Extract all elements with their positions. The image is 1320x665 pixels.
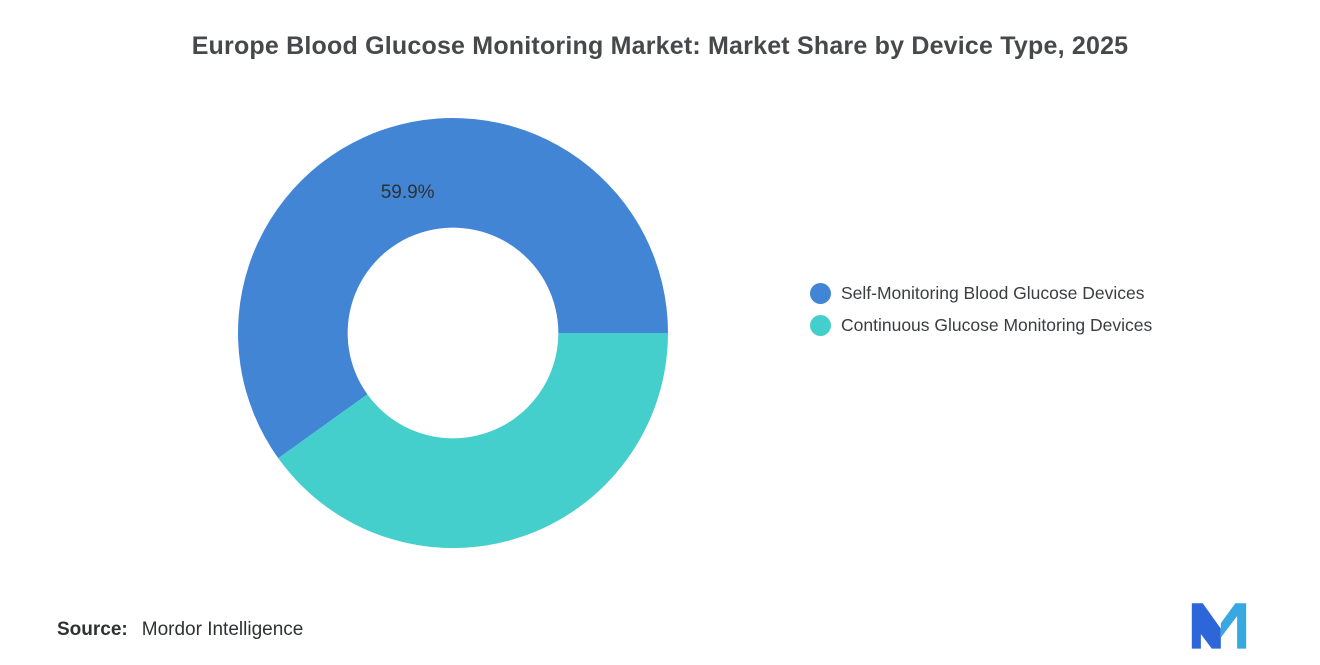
source-label: Source:	[57, 619, 128, 640]
logo-right-stroke	[1220, 603, 1247, 649]
chart-legend: Self-Monitoring Blood Glucose Devices Con…	[810, 283, 1152, 336]
donut-slice-labels: 59.9%	[381, 182, 435, 203]
legend-item-0: Self-Monitoring Blood Glucose Devices	[810, 283, 1152, 304]
donut-slice-0	[238, 118, 668, 459]
mordor-intelligence-logo	[1191, 603, 1247, 649]
legend-dot-icon	[810, 283, 831, 304]
donut-slice-1	[278, 333, 668, 548]
chart-title: Europe Blood Glucose Monitoring Market: …	[191, 32, 1129, 60]
donut-slices	[238, 118, 668, 548]
legend-item-1: Continuous Glucose Monitoring Devices	[810, 315, 1152, 336]
legend-label: Self-Monitoring Blood Glucose Devices	[841, 283, 1145, 303]
logo-left-stroke	[1191, 603, 1221, 649]
donut-slice-data-label: 59.9%	[381, 182, 435, 203]
legend-label: Continuous Glucose Monitoring Devices	[841, 315, 1153, 335]
legend-dot-icon	[810, 315, 831, 336]
source-text: Mordor Intelligence	[141, 619, 304, 640]
source-row: Source: Mordor Intelligence	[57, 619, 303, 641]
